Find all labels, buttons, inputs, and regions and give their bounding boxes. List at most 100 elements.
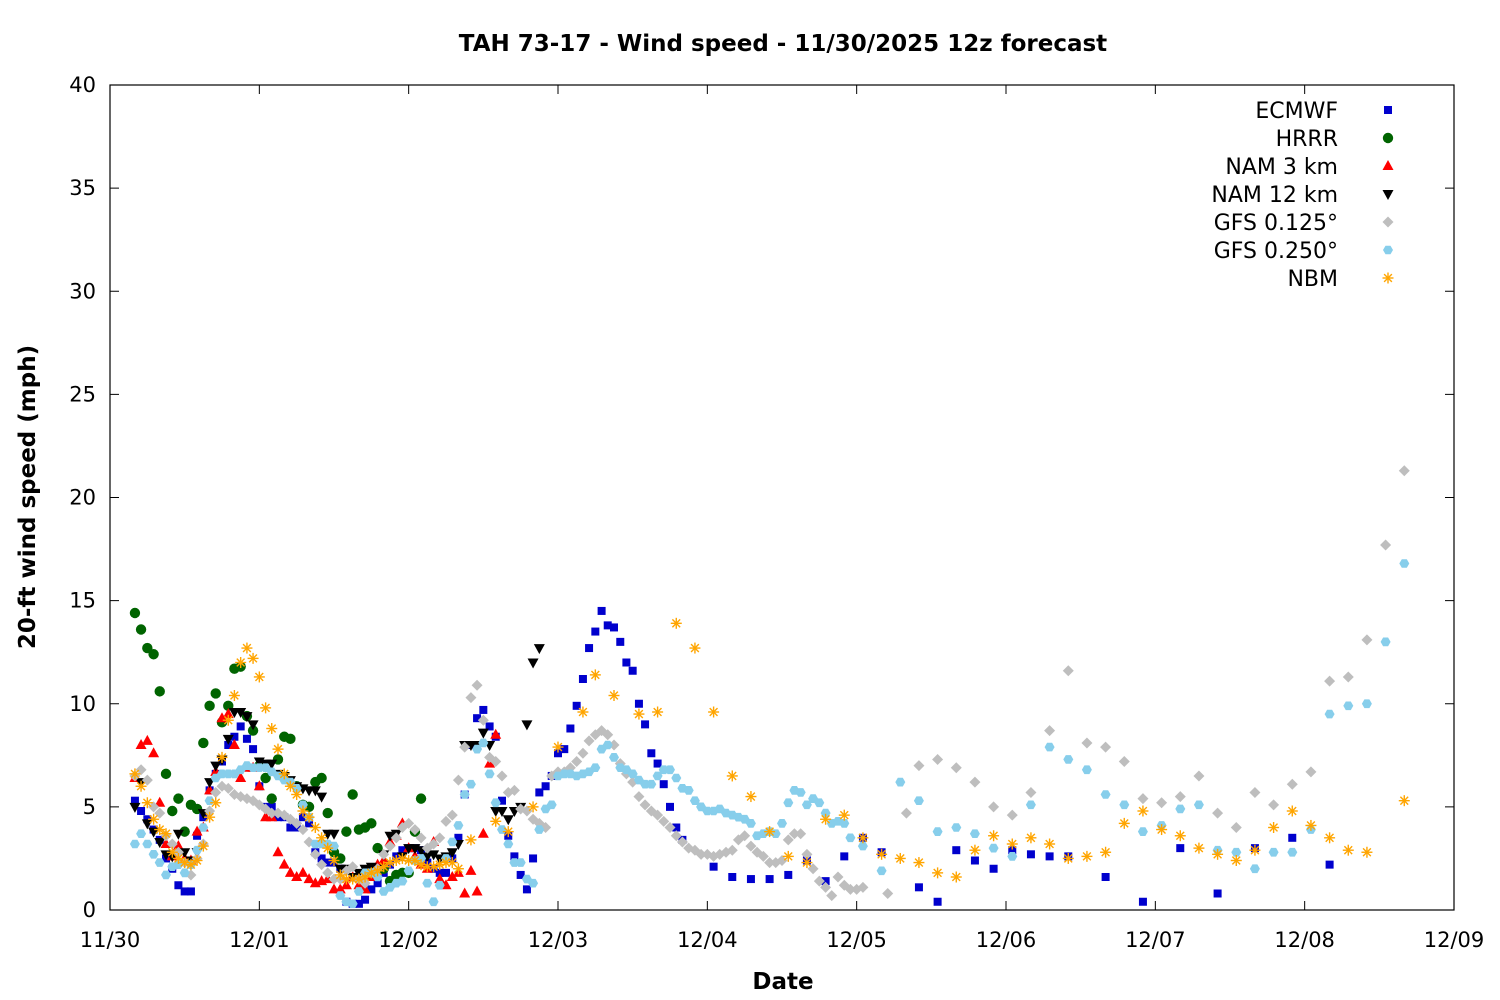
data-point — [446, 848, 458, 859]
data-point — [247, 652, 259, 664]
data-point — [1230, 822, 1242, 833]
data-point — [820, 808, 831, 818]
data-point — [191, 855, 203, 866]
data-point — [882, 888, 894, 899]
data-point — [1044, 838, 1056, 850]
data-point — [522, 885, 531, 894]
data-point — [172, 829, 184, 840]
data-point — [988, 830, 1000, 842]
data-point — [247, 720, 259, 731]
data-point — [135, 780, 147, 792]
data-point — [353, 887, 364, 896]
data-point — [1062, 852, 1074, 864]
data-point — [844, 883, 856, 895]
data-point — [297, 824, 309, 836]
legend-marker — [1382, 160, 1394, 170]
data-point — [216, 751, 228, 763]
data-point — [148, 801, 160, 813]
data-point — [1268, 847, 1279, 857]
data-point — [421, 861, 433, 873]
data-point — [1325, 860, 1334, 869]
y-tick-label: 5 — [83, 795, 96, 819]
data-point — [813, 875, 825, 887]
data-point — [708, 706, 720, 718]
data-point — [224, 741, 233, 749]
data-point — [1025, 832, 1037, 844]
data-point — [578, 675, 587, 683]
data-point — [496, 807, 508, 817]
legend-marker — [1384, 106, 1392, 114]
data-point — [585, 644, 594, 653]
data-point — [646, 779, 657, 789]
data-point — [610, 623, 618, 632]
data-point — [689, 642, 701, 654]
data-point — [298, 813, 307, 822]
data-point — [1361, 634, 1373, 646]
data-point — [1249, 864, 1260, 874]
data-point — [515, 858, 526, 867]
data-point — [1230, 855, 1242, 866]
data-point — [167, 805, 178, 817]
data-point — [746, 875, 755, 884]
data-point — [378, 861, 390, 873]
data-point — [398, 846, 407, 855]
data-point — [309, 848, 321, 860]
data-point — [192, 845, 203, 855]
data-point — [913, 760, 925, 772]
data-point — [1063, 755, 1074, 764]
data-point — [359, 871, 371, 883]
data-point — [950, 762, 962, 774]
data-point — [142, 839, 153, 849]
legend-marker — [1382, 132, 1394, 144]
x-tick-label: 12/01 — [229, 928, 290, 952]
data-point — [284, 866, 296, 877]
data-point — [857, 832, 869, 844]
data-point — [745, 840, 757, 852]
data-point — [297, 800, 308, 810]
data-point — [434, 873, 446, 884]
data-point — [676, 836, 688, 848]
data-point — [1380, 637, 1391, 647]
data-point — [484, 769, 495, 779]
data-point — [795, 828, 807, 840]
y-tick-label: 35 — [69, 176, 96, 200]
data-point — [652, 706, 664, 718]
data-point — [434, 832, 446, 844]
data-point — [303, 811, 315, 823]
legend-label: NAM 12 km — [1211, 183, 1338, 208]
data-point — [1026, 850, 1035, 859]
data-point — [303, 873, 315, 884]
data-point — [166, 838, 178, 850]
data-point — [141, 734, 153, 745]
data-point — [428, 838, 440, 850]
data-point — [453, 821, 464, 830]
data-point — [1008, 846, 1017, 855]
data-point — [222, 734, 234, 745]
data-point — [839, 819, 850, 828]
data-point — [465, 692, 477, 704]
data-point — [361, 895, 370, 904]
data-point — [266, 807, 278, 819]
data-point — [1286, 778, 1298, 790]
data-point — [129, 607, 141, 619]
data-point — [932, 753, 944, 765]
data-point — [490, 798, 501, 808]
data-point — [1100, 790, 1111, 799]
data-point — [1361, 699, 1372, 709]
data-point — [876, 866, 887, 876]
data-point — [228, 690, 240, 701]
data-point — [1081, 850, 1093, 862]
data-point — [1324, 675, 1336, 687]
data-point — [334, 869, 346, 881]
data-point — [1119, 800, 1130, 810]
data-point — [267, 802, 276, 811]
data-point — [428, 897, 439, 907]
data-point — [658, 765, 669, 775]
x-tick-label: 12/02 — [378, 928, 439, 952]
data-point — [857, 881, 869, 893]
data-point — [1342, 671, 1354, 683]
data-point — [465, 779, 476, 789]
data-point — [516, 870, 525, 879]
legend-marker — [1382, 190, 1394, 200]
data-point — [820, 881, 832, 893]
